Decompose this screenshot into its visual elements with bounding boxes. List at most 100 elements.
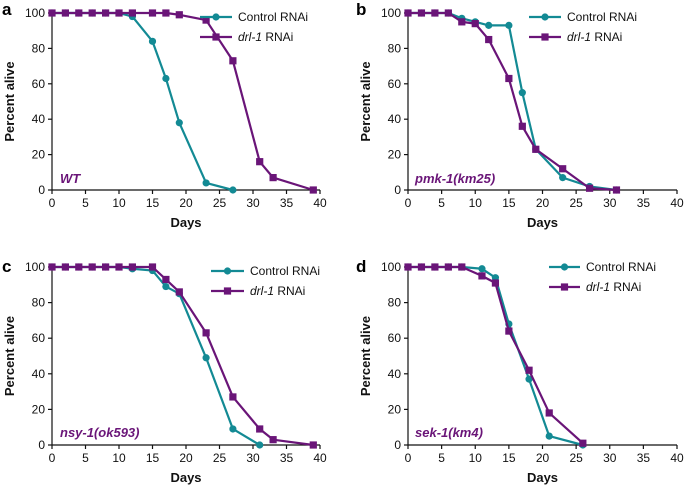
data-point-square (48, 9, 56, 17)
y-axis-title: Percent alive (2, 316, 17, 396)
legend-label-plain: RNAi (274, 284, 305, 298)
data-point-square (417, 263, 426, 271)
data-point-square (175, 288, 183, 296)
y-tick-label: 60 (388, 77, 402, 91)
x-tick-label: 25 (569, 196, 583, 210)
x-tick-label: 40 (313, 451, 327, 465)
data-point-square (102, 263, 110, 271)
x-tick-label: 35 (280, 196, 294, 210)
legend-label-italic: drl-1 (250, 284, 274, 298)
legend-label-italic: drl-1 (586, 280, 610, 294)
x-tick-label: 5 (438, 451, 445, 465)
y-tick-label: 80 (388, 41, 402, 55)
data-point-circle (478, 265, 486, 273)
data-point-square (148, 263, 157, 271)
data-point-square (269, 436, 277, 444)
data-point-circle (162, 282, 170, 291)
data-point-square (256, 425, 264, 433)
data-point-circle (175, 119, 183, 127)
data-point-square (612, 186, 621, 194)
x-tick-label: 15 (146, 451, 160, 465)
x-tick-label: 40 (670, 451, 684, 465)
x-tick-label: 25 (213, 196, 227, 210)
legend-label-italic: drl-1 (238, 30, 262, 44)
x-tick-label: 25 (213, 451, 227, 465)
legend: Control RNAi drl-1 RNAi (529, 10, 637, 44)
legend-label: drl-1 RNAi (250, 284, 305, 298)
legend-label-plain: RNAi (262, 30, 293, 44)
x-tick-label: 0 (405, 451, 412, 465)
data-point-square (478, 272, 486, 280)
y-axis-title: Percent alive (2, 61, 17, 141)
y-tick-label: 80 (32, 296, 46, 310)
x-tick-label: 5 (82, 196, 89, 210)
data-point-square (61, 263, 69, 271)
data-point-square (404, 9, 412, 17)
data-point-circle (545, 432, 553, 440)
panel-letter-c: c (2, 257, 11, 276)
strain-label: sek-1(km4) (415, 425, 483, 440)
data-point-square (505, 327, 513, 335)
data-point-square (175, 11, 183, 19)
y-tick-label: 100 (25, 260, 45, 274)
y-tick-label: 100 (25, 6, 45, 20)
x-axis-title: Days (170, 470, 201, 485)
legend: Control RNAi drl-1 RNAi (549, 260, 656, 294)
data-point-circle (202, 179, 210, 187)
data-point-square (559, 165, 567, 173)
y-tick-label: 40 (32, 112, 46, 126)
data-point-square (518, 122, 526, 130)
x-tick-label: 30 (246, 196, 260, 210)
x-tick-label: 15 (502, 451, 516, 465)
x-tick-label: 15 (146, 196, 160, 210)
legend-marker-square (541, 33, 549, 41)
y-tick-label: 20 (388, 148, 402, 162)
legend-label: drl-1 RNAi (238, 30, 293, 44)
x-axis-title: Days (527, 215, 558, 230)
legend-label: Control RNAi (586, 260, 656, 274)
x-tick-label: 35 (280, 451, 294, 465)
legend-marker-square (560, 283, 569, 291)
data-point-square (115, 9, 123, 17)
x-tick-label: 40 (313, 196, 327, 210)
y-tick-label: 20 (32, 148, 46, 162)
data-point-square (256, 158, 264, 166)
legend: Control RNAi drl-1 RNAi (200, 10, 308, 44)
data-point-square (128, 9, 136, 17)
panel-letter-a: a (2, 0, 12, 19)
legend-label: Control RNAi (250, 264, 320, 278)
y-tick-label: 80 (388, 296, 402, 310)
data-point-square (417, 9, 426, 17)
data-point-square (75, 9, 83, 17)
legend-marker-circle (560, 263, 569, 271)
data-point-square (61, 9, 69, 17)
data-point-square (102, 9, 110, 17)
legend-marker-circle (223, 267, 232, 275)
y-axis-title: Percent alive (358, 61, 373, 141)
data-point-circle (229, 425, 237, 433)
strain-label: nsy-1(ok593) (60, 425, 139, 440)
x-tick-label: 10 (112, 196, 126, 210)
data-point-square (115, 263, 123, 271)
legend: Control RNAi drl-1 RNAi (211, 264, 320, 298)
data-point-circle (148, 37, 157, 45)
y-tick-label: 100 (381, 6, 401, 20)
legend-label: Control RNAi (238, 10, 308, 24)
series-drl-1-rnai (48, 263, 317, 449)
data-point-square (545, 409, 553, 417)
data-point-circle (202, 354, 210, 362)
x-tick-label: 0 (49, 451, 56, 465)
data-point-square (458, 18, 466, 26)
y-tick-label: 80 (32, 41, 46, 55)
y-tick-label: 100 (381, 260, 401, 274)
data-point-square (309, 186, 317, 194)
data-point-square (404, 263, 412, 271)
x-tick-label: 5 (82, 451, 89, 465)
x-axis-title: Days (527, 470, 558, 485)
x-tick-label: 5 (438, 196, 445, 210)
data-point-square (269, 174, 277, 182)
x-tick-label: 20 (536, 196, 550, 210)
data-point-square (48, 263, 56, 271)
y-tick-label: 20 (388, 402, 402, 416)
